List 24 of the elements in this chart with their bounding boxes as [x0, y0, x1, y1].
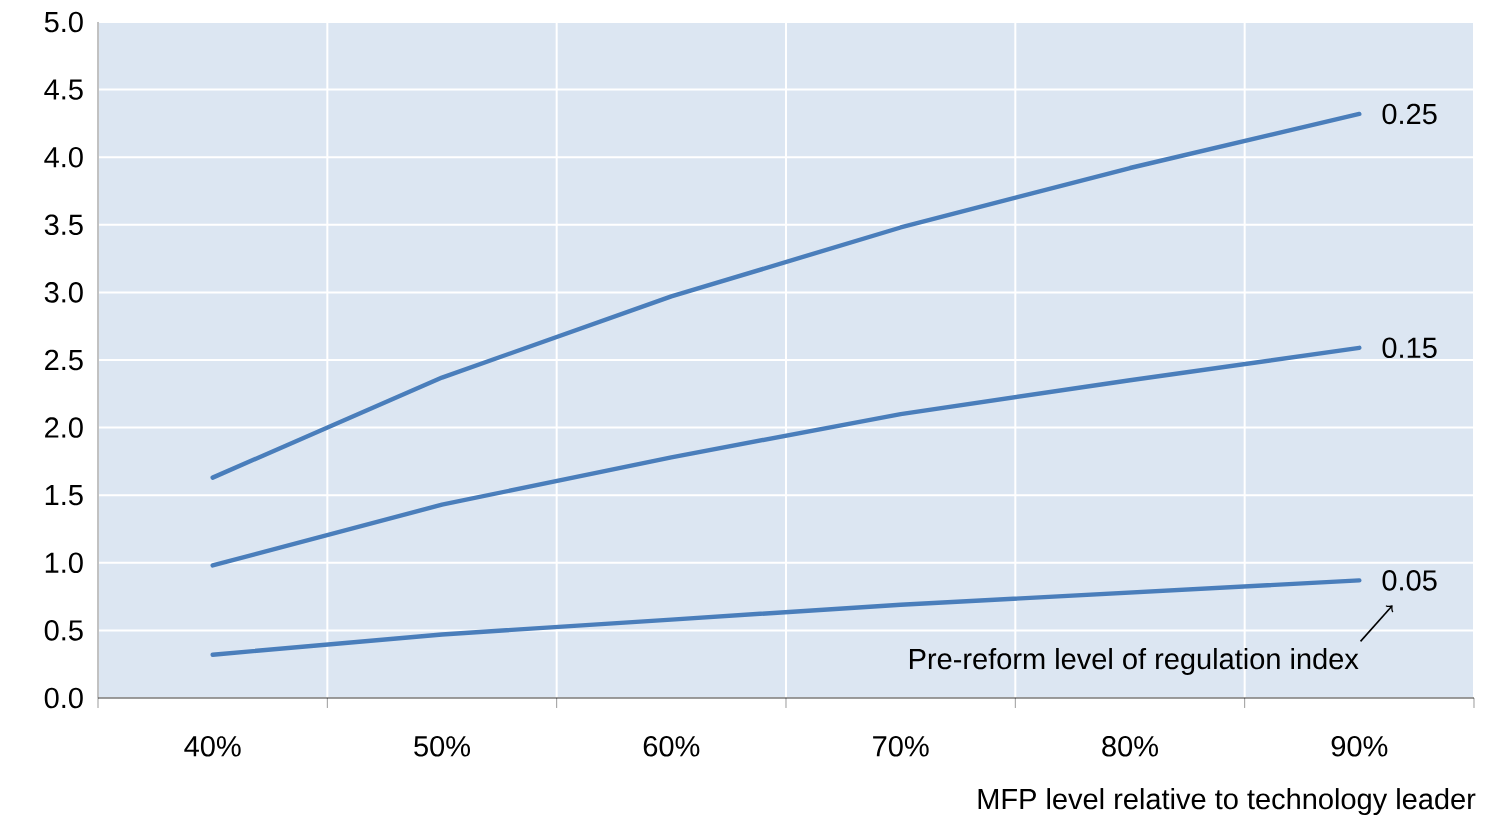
y-tick-label: 0.5	[44, 620, 83, 641]
series-label: 0.15	[1382, 337, 1437, 359]
y-tick-label: 5.0	[44, 11, 83, 33]
x-tick-label: 50%	[414, 736, 471, 757]
y-tick-label: 3.5	[44, 214, 83, 236]
x-tick-label: 80%	[1102, 736, 1158, 757]
y-tick-label: 2.0	[45, 417, 83, 438]
annotation: Pre-reform level of regulation index	[909, 648, 1359, 676]
y-tick-label: 4.0	[44, 147, 83, 168]
y-tick-label: 2.5	[45, 349, 83, 371]
x-tick-label: 70%	[873, 736, 929, 757]
line-series	[210, 111, 1362, 480]
x-tick-label: 60%	[643, 736, 700, 757]
x-axis-title: MFP level relative to technology leader	[978, 788, 1476, 816]
y-tick-label: 1.5	[45, 485, 83, 506]
line-series	[210, 345, 1362, 568]
x-tick-label: 40%	[184, 736, 241, 757]
series-label: 0.05	[1382, 570, 1437, 591]
y-tick-label: 0.0	[44, 687, 83, 709]
y-tick-label: 1.0	[45, 552, 83, 574]
y-tick-label: 4.5	[44, 79, 83, 100]
x-tick-label: 90%	[1331, 736, 1388, 757]
y-tick-label: 3.0	[44, 282, 83, 303]
series-label: 0.25	[1382, 103, 1437, 125]
